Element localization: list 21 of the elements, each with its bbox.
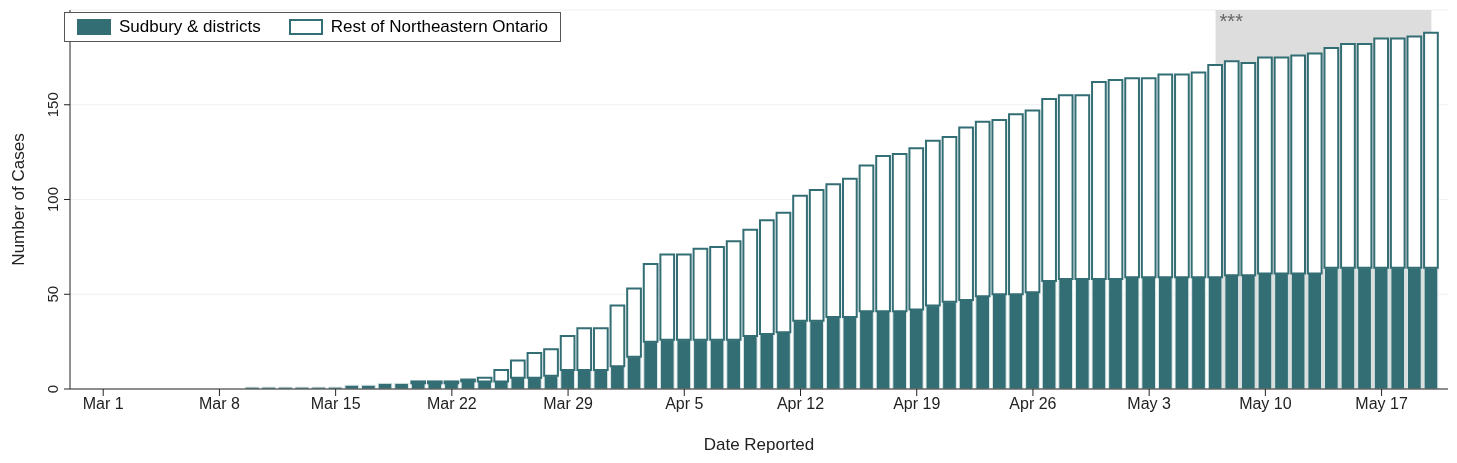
x-tick-label: May 17 bbox=[1355, 395, 1408, 413]
x-tick-label: Mar 1 bbox=[82, 395, 124, 413]
x-tick-label: Mar 8 bbox=[198, 395, 240, 413]
x-tick-label: May 10 bbox=[1239, 395, 1292, 413]
y-tick-label: 100 bbox=[44, 186, 61, 213]
y-tick-label: 50 bbox=[44, 285, 61, 303]
x-tick-label: Apr 5 bbox=[665, 395, 704, 413]
legend-label: Rest of Northeastern Ontario bbox=[330, 17, 549, 37]
x-tick-label: Mar 15 bbox=[310, 395, 361, 413]
x-tick-label: Mar 29 bbox=[543, 395, 594, 413]
x-tick-label: Apr 12 bbox=[776, 395, 825, 413]
legend-label: Sudbury & districts bbox=[119, 17, 261, 37]
x-tick-label: May 3 bbox=[1127, 395, 1172, 413]
y-axis-title: Number of Cases bbox=[9, 133, 29, 266]
y-tick-label: 0 bbox=[44, 384, 61, 394]
band-label: *** bbox=[1219, 10, 1244, 33]
x-tick-label: Mar 22 bbox=[426, 395, 477, 413]
y-tick-label: 150 bbox=[44, 92, 61, 118]
x-axis-title: Date Reported bbox=[703, 435, 815, 454]
x-tick-label: Apr 26 bbox=[1009, 395, 1057, 413]
x-tick-label: Apr 19 bbox=[893, 395, 941, 413]
